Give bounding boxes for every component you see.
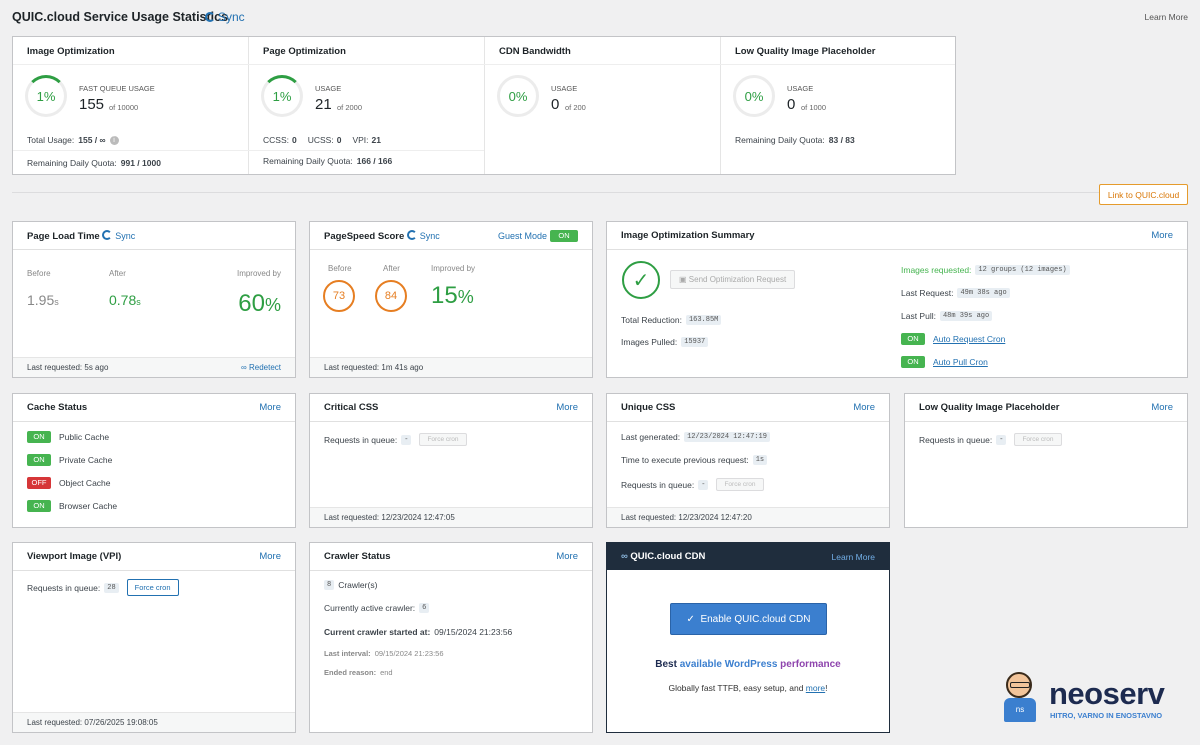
send-optimization-button[interactable]: ▣ Send Optimization Request [670, 270, 796, 289]
public-cache-toggle[interactable]: ON [27, 431, 51, 443]
learn-more-link[interactable]: Learn More [1144, 12, 1188, 22]
enable-cdn-button[interactable]: ✓ Enable QUIC.cloud CDN [670, 603, 827, 635]
usage-title: Page Optimization [263, 46, 346, 57]
usage-title: Low Quality Image Placeholder [735, 46, 876, 57]
neoserv-tagline: HITRO, VARNO IN ENOSTAVNO [1050, 711, 1163, 720]
sync-icon [205, 12, 215, 22]
usage-ring: 0% [497, 75, 539, 117]
browser-cache-toggle[interactable]: ON [27, 500, 51, 512]
usage-ring: 0% [733, 75, 775, 117]
more-link[interactable]: More [1151, 230, 1173, 241]
vpi-card: Viewport Image (VPI) More Requests in que… [12, 542, 296, 733]
more-link[interactable]: more [805, 683, 826, 693]
quic-cdn-card: ∞ QUIC.cloud CDN Learn More ✓ Enable QUI… [606, 542, 890, 733]
sync-link[interactable]: Sync [205, 10, 245, 24]
usage-ring: 1% [261, 75, 303, 117]
force-cron-button[interactable]: Force cron [126, 579, 179, 596]
unique-css-card: Unique CSS More Last generated: 12/23/2024… [606, 393, 890, 528]
sync-icon [102, 229, 113, 240]
auto-request-toggle[interactable]: ON [901, 333, 925, 345]
page-title: QUIC.cloud Service Usage Statistics [12, 10, 229, 24]
after-value: 0.78s [109, 292, 141, 308]
usage-title: Image Optimization [27, 46, 115, 57]
sync-link[interactable]: Sync [406, 229, 440, 241]
cache-status-card: Cache Status More ON Public Cache ON Privat… [12, 393, 296, 528]
lqip-card: Low Quality Image Placeholder More Reques… [904, 393, 1188, 528]
info-icon[interactable]: i [109, 135, 119, 145]
mascot-logo: ns [996, 670, 1044, 726]
learn-more-link[interactable]: Learn More [831, 551, 875, 562]
before-score: 73 [323, 280, 355, 312]
force-cron-button[interactable]: Force cron [419, 433, 467, 446]
cdn-tagline: Best available WordPress performance [655, 659, 841, 670]
usage-title: CDN Bandwidth [499, 46, 571, 57]
improved-value: 60% [238, 290, 281, 317]
auto-request-cron-link[interactable]: Auto Request Cron [933, 334, 1006, 344]
more-link[interactable]: More [259, 402, 281, 413]
force-cron-button[interactable]: Force cron [716, 478, 764, 491]
more-link[interactable]: More [556, 551, 578, 562]
more-link[interactable]: More [259, 551, 281, 562]
object-cache-toggle[interactable]: OFF [27, 477, 51, 489]
more-link[interactable]: More [1151, 402, 1173, 413]
auto-pull-cron-link[interactable]: Auto Pull Cron [933, 357, 988, 367]
link-quic-cloud-button[interactable]: Link to QUIC.cloud [1099, 184, 1188, 205]
more-link[interactable]: More [556, 402, 578, 413]
usage-ring: 1% [25, 75, 67, 117]
redetect-link[interactable]: ∞ Redetect [241, 363, 281, 372]
neoserv-logo-text: neoserv [1049, 676, 1165, 711]
auto-pull-toggle[interactable]: ON [901, 356, 925, 368]
force-cron-button[interactable]: Force cron [1014, 433, 1062, 446]
critical-css-card: Critical CSS More Requests in queue: - Forc… [309, 393, 593, 528]
page-load-time-card: Page Load Time Sync Before After Improve… [12, 221, 296, 378]
sync-icon [406, 229, 417, 240]
infinity-icon: ∞ [621, 551, 628, 562]
after-score: 84 [375, 280, 407, 312]
improved-score: 15% [431, 282, 474, 309]
check-icon: ✓ [622, 261, 660, 299]
more-link[interactable]: More [853, 402, 875, 413]
pagespeed-card: PageSpeed Score Sync Guest Mode ON Before… [309, 221, 593, 378]
image-optimization-summary-card: Image Optimization Summary More ✓ ▣ Send … [606, 221, 1188, 378]
before-value: 1.95s [27, 292, 59, 308]
sync-link[interactable]: Sync [102, 229, 135, 241]
crawler-status-card: Crawler Status More 8 Crawler(s) Currently… [309, 542, 593, 733]
private-cache-toggle[interactable]: ON [27, 454, 51, 466]
usage-panel: Image Optimization 1% FAST QUEUE USAGE 1… [12, 36, 956, 175]
guest-mode-toggle[interactable]: ON [550, 229, 578, 242]
